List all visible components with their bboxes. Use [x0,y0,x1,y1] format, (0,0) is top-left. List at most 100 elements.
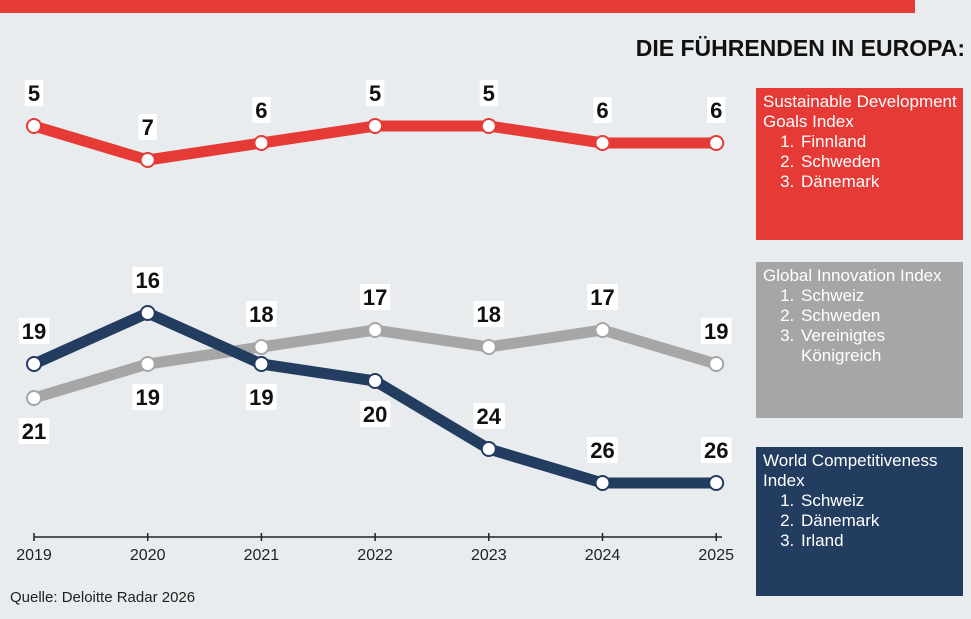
legend-box: Global Innovation IndexSchweizSchwedenVe… [756,262,963,418]
data-point [253,356,270,372]
data-label: 6 [255,98,267,123]
data-label: 6 [710,98,722,123]
data-label: 19 [249,385,273,410]
leader: Schweiz [799,286,963,306]
data-label-bg [479,80,498,106]
data-label-group: 6 [593,97,612,123]
data-point [253,135,270,151]
data-label: 5 [483,81,495,106]
x-tick-label: 2024 [585,547,621,564]
data-label: 5 [28,81,40,106]
data-label-bg [132,267,163,293]
data-label: 17 [590,285,614,310]
x-tick-label: 2021 [244,547,280,564]
data-label-group: 21 [18,418,50,444]
data-label: 19 [22,319,46,344]
data-label-group: 17 [359,284,391,310]
data-label-group: 19 [700,318,732,344]
data-label-group: 5 [479,80,498,106]
data-label-group: 20 [359,401,391,427]
leader-list: SchweizSchwedenVereinigtes Königreich [763,286,963,366]
legend-title: World Competitiveness Index [763,451,938,490]
legend-title: Global Innovation Index [763,266,942,285]
data-label-bg [473,403,505,429]
data-label-bg [473,301,505,327]
x-tick-label: 2019 [16,547,52,564]
x-tick-label: 2020 [130,547,166,564]
data-label-group: 19 [246,384,277,410]
data-point [367,322,384,338]
x-tick-label: 2022 [357,547,393,564]
data-point [594,475,611,491]
legend-box: Sustainable Development Goals IndexFinnl… [756,88,963,240]
data-label: 20 [363,402,387,427]
data-point [139,152,156,168]
data-point [367,373,384,389]
data-point [708,475,725,491]
source: Quelle: Deloitte Radar 2026 [10,589,196,606]
data-label-bg [18,318,50,344]
data-label-bg [365,80,385,106]
data-label-bg [587,437,618,463]
leader: Dänemark [799,172,963,192]
data-point [480,118,497,134]
data-label-bg [593,97,612,123]
data-label: 24 [477,404,502,429]
data-label-group: 6 [252,97,271,123]
data-label: 18 [477,302,501,327]
leader: Schweiz [799,491,963,511]
data-label-group: 5 [365,80,385,106]
data-label: 26 [590,438,614,463]
data-point [26,356,42,372]
data-label-group: 18 [473,301,505,327]
data-label: 17 [363,285,387,310]
leader: Irland [799,531,963,551]
data-label-bg [700,318,732,344]
data-label: 26 [704,438,728,463]
data-label-bg [359,284,391,310]
data-label: 21 [22,419,46,444]
data-label-bg [24,80,44,106]
data-label-bg [246,384,277,410]
data-label-bg [18,418,50,444]
leader: Vereinigtes Königreich [799,326,963,366]
data-label: 5 [369,81,381,106]
data-point [708,356,725,372]
data-label-bg [252,97,271,123]
data-label-group: 26 [700,437,732,463]
data-label-group: 18 [246,301,277,327]
data-point [253,339,270,355]
data-point [139,305,156,321]
leader-list: SchweizDänemarkIrland [763,491,963,551]
data-label-bg [587,284,618,310]
data-label-group: 5 [24,80,44,106]
chart-title: DIE FÜHRENDEN IN EUROPA: [635,35,965,61]
data-label-group: 19 [18,318,50,344]
leader: Finnland [799,132,963,152]
data-label-group: 17 [587,284,618,310]
data-label-bg [359,401,391,427]
data-label-group: 24 [473,403,505,429]
leader: Dänemark [799,511,963,531]
leader: Schweden [799,306,963,326]
data-point [480,441,497,457]
data-label-bg [700,437,732,463]
data-label: 19 [704,319,728,344]
data-label: 16 [135,268,159,293]
data-label-group: 7 [138,114,157,140]
data-point [594,135,611,151]
data-label-group: 6 [707,97,726,123]
data-label: 6 [596,98,608,123]
data-point [594,322,611,338]
legend-title: Sustainable Development Goals Index [763,92,957,131]
data-label-group: 19 [132,384,163,410]
data-label: 19 [135,385,159,410]
data-point [139,356,156,372]
data-point [26,118,42,134]
data-label-bg [138,114,157,140]
x-tick-label: 2025 [698,547,734,564]
legend-box: World Competitiveness IndexSchweizDänema… [756,447,963,596]
data-label-group: 16 [132,267,163,293]
